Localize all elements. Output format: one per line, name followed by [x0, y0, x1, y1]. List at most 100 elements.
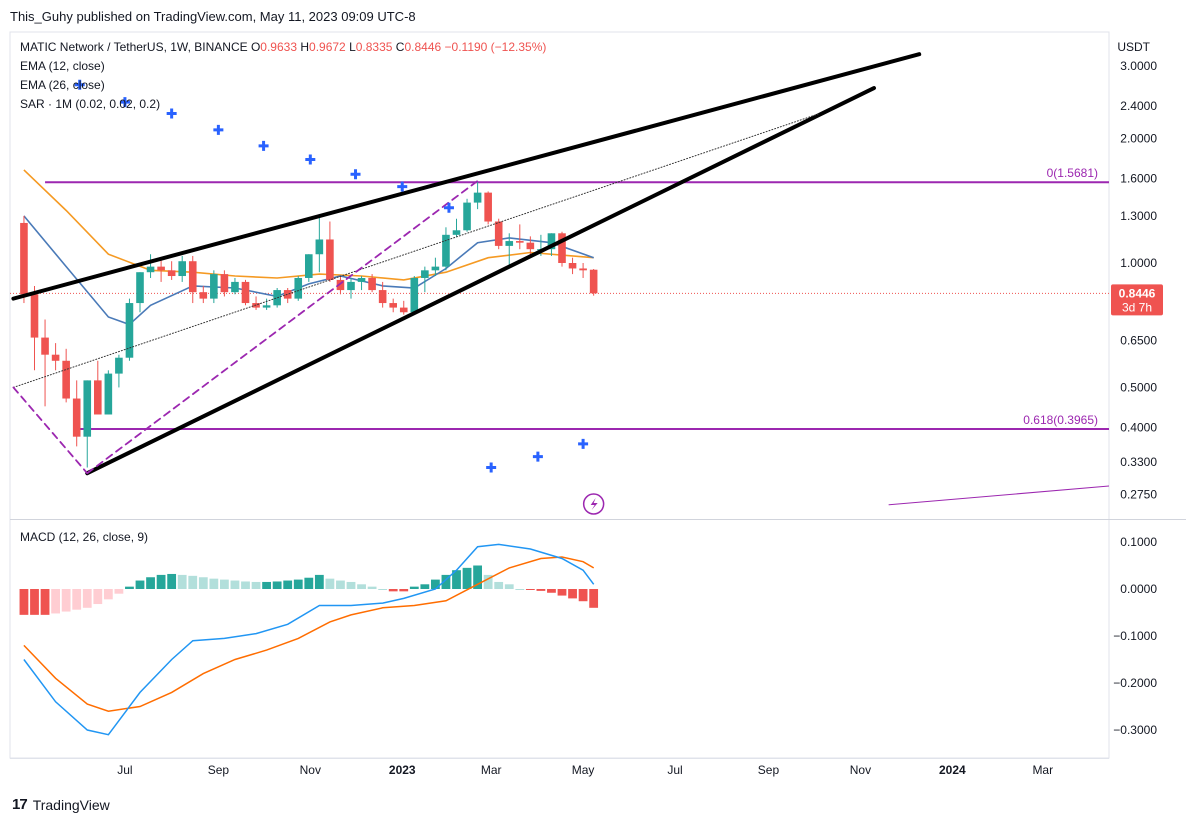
legend-open-label: O	[251, 40, 260, 54]
price-tick-label: 0.2750	[1120, 488, 1157, 502]
macd-histogram-bar	[51, 589, 60, 614]
macd-histogram-bar	[325, 578, 335, 589]
candle-body	[210, 274, 218, 299]
macd-pane	[19, 543, 599, 736]
candle-body	[473, 192, 482, 203]
candle-body	[568, 263, 577, 269]
candle-body	[494, 221, 503, 246]
macd-histogram-bar	[241, 581, 250, 589]
macd-histogram-bar	[220, 579, 229, 589]
macd-histogram-bar	[557, 589, 567, 596]
candle-body	[125, 303, 134, 358]
time-tick-label: Sep	[758, 763, 780, 777]
price-tick-label: 0.6500	[1120, 333, 1157, 347]
legend-high-label: H	[300, 40, 309, 54]
candle-body	[547, 233, 556, 250]
macd-histogram-bar	[462, 567, 472, 589]
trendline-solid-thick	[11, 52, 922, 301]
macd-tick-label: −0.3000	[1113, 723, 1157, 737]
macd-histogram-bar	[525, 589, 535, 590]
candle-body	[410, 277, 419, 313]
macd-tick-label: 0.0000	[1120, 582, 1157, 596]
macd-histogram-bar	[198, 577, 208, 589]
time-tick-label: Nov	[850, 763, 871, 777]
macd-histogram-bar	[336, 580, 345, 589]
trendline-solid-thick	[85, 86, 876, 476]
time-tick-label: 2024	[939, 763, 966, 777]
legend-ema12: EMA (12, close)	[20, 59, 105, 73]
time-tick-label: Sep	[208, 763, 230, 777]
price-tick-label: 2.4000	[1120, 99, 1157, 113]
price-pane	[10, 52, 1109, 506]
candle-body	[315, 239, 324, 255]
price-tick-label: 2.0000	[1120, 132, 1157, 146]
price-tick-label: 0.4000	[1120, 420, 1157, 434]
macd-histogram-bar	[536, 589, 546, 591]
candle-body	[136, 272, 144, 304]
candle-body	[178, 261, 186, 277]
macd-histogram-bar	[547, 589, 556, 593]
candle-body	[421, 270, 429, 278]
candle-body	[62, 360, 70, 399]
candle-body	[463, 202, 471, 231]
time-tick-label: Jul	[667, 763, 682, 777]
candle-body	[146, 266, 155, 273]
ema12-line	[23, 215, 594, 326]
time-tick-label: 2023	[389, 763, 416, 777]
candle-body	[20, 222, 28, 295]
macd-histogram-bar	[578, 589, 588, 602]
macd-histogram-bar	[589, 589, 599, 608]
footer-brand[interactable]: 17 TradingView	[12, 796, 110, 813]
macd-histogram-bar	[367, 586, 377, 589]
candle-body	[283, 290, 292, 299]
macd-histogram-bar	[504, 584, 514, 589]
trendline-dotted	[12, 112, 821, 388]
candle-body	[368, 277, 376, 291]
candle-body	[505, 241, 514, 246]
price-tag	[1111, 284, 1163, 316]
macd-histogram-bar	[283, 580, 293, 589]
legend-low-label: L	[349, 40, 356, 54]
trendline-dashed-purple	[12, 386, 89, 475]
macd-histogram-bar	[156, 574, 166, 589]
sar-marker	[119, 97, 130, 108]
candle-body	[262, 305, 271, 308]
candle-body	[72, 398, 81, 437]
candle-body	[305, 254, 313, 278]
macd-histogram-bar	[420, 584, 430, 589]
macd-histogram-bar	[272, 581, 282, 589]
fib-level-label: 0(1.5681)	[1047, 166, 1098, 180]
price-tick-label: 1.3000	[1120, 209, 1157, 223]
candle-body	[589, 269, 598, 294]
legend-close-label: C	[396, 40, 405, 54]
macd-histogram-bar	[209, 578, 219, 589]
candle-body	[41, 337, 49, 355]
macd-histogram-bar	[452, 570, 461, 589]
sar-marker	[350, 169, 361, 180]
time-tick-label: Mar	[1032, 763, 1053, 777]
sar-marker	[486, 462, 497, 473]
sar-marker	[397, 181, 408, 192]
macd-histogram-bar	[293, 579, 303, 589]
macd-histogram-bar	[103, 589, 113, 600]
candle-body	[157, 266, 165, 271]
candle-body	[484, 192, 492, 222]
sar-marker	[166, 108, 177, 119]
macd-histogram-bar	[61, 589, 71, 612]
macd-histogram-bar	[473, 565, 482, 589]
macd-histogram-bar	[346, 581, 356, 589]
candle-body	[220, 274, 229, 293]
price-tick-label: 0.5000	[1120, 380, 1157, 394]
macd-histogram-bar	[19, 589, 29, 615]
candle-body	[399, 307, 408, 313]
sar-marker	[578, 438, 589, 449]
macd-histogram-bar	[125, 586, 134, 589]
brand-name: TradingView	[32, 796, 110, 813]
macd-histogram-bar	[515, 589, 525, 590]
macd-histogram-bar	[378, 589, 388, 590]
macd-histogram-bar	[494, 581, 504, 589]
plot-frame	[9, 31, 1110, 759]
candle-body	[442, 234, 450, 267]
candle-body	[516, 241, 524, 243]
